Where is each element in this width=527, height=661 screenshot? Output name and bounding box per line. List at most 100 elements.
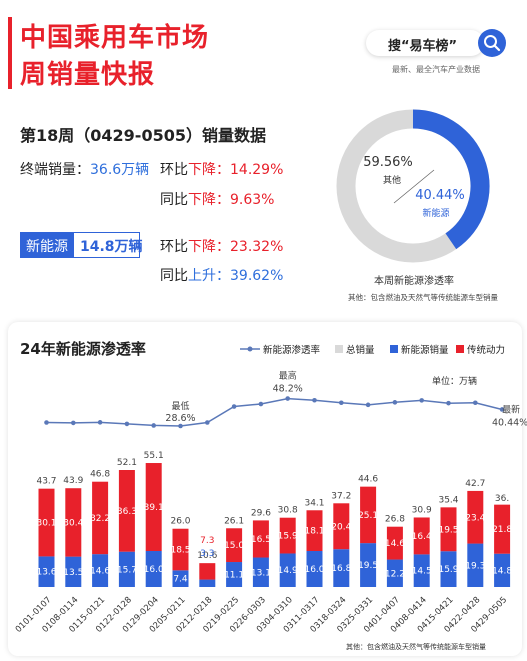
title-accent-bar bbox=[8, 17, 12, 89]
nev-yoy-value: 39.62% bbox=[230, 268, 284, 284]
bar-ice bbox=[226, 528, 243, 563]
bar-nev bbox=[413, 554, 430, 587]
rate-point bbox=[258, 401, 264, 407]
terminal-yoy-value: 9.63% bbox=[230, 192, 275, 208]
min-label: 最低 bbox=[171, 400, 189, 412]
rate-point bbox=[178, 423, 183, 429]
rate-point bbox=[285, 396, 291, 401]
bar-ice bbox=[279, 517, 296, 554]
rate-point bbox=[151, 423, 156, 428]
bar-ice bbox=[360, 486, 377, 544]
total-label: 52.1 bbox=[117, 458, 137, 468]
bar-nev bbox=[494, 553, 511, 587]
ice-label: 16.4 bbox=[412, 532, 432, 542]
bar-nev bbox=[386, 559, 403, 587]
nev-label: 13.5 bbox=[63, 568, 83, 578]
legend-ice-label: 传统动力 bbox=[467, 345, 506, 356]
bar-ice bbox=[386, 526, 403, 560]
total-label: 29.6 bbox=[251, 508, 271, 518]
legend-total-label: 总销量 bbox=[346, 345, 375, 356]
rate-point bbox=[205, 420, 210, 425]
donut-other-pct: 59.56% bbox=[363, 155, 413, 170]
nev-yoy-dir: 上升： bbox=[188, 268, 230, 284]
total-label: 35.4 bbox=[438, 495, 458, 505]
bar-nev bbox=[252, 557, 269, 587]
rate-point bbox=[97, 420, 103, 425]
total-label: 30.8 bbox=[278, 506, 298, 516]
nev-value: 14.8万辆 bbox=[80, 239, 143, 255]
total-label: 43.7 bbox=[36, 477, 56, 487]
donut-nev-pct: 40.44% bbox=[415, 188, 465, 203]
terminal-sales-value: 36.6万辆 bbox=[90, 162, 150, 178]
nev-label: 13.6 bbox=[36, 568, 56, 578]
legend-rate-label: 新能源渗透率 bbox=[263, 345, 321, 356]
legend-nev-swatch bbox=[390, 345, 398, 353]
nev-tag: 新能源 bbox=[20, 232, 74, 258]
nev-label: 19.5 bbox=[358, 561, 378, 571]
bar-nev bbox=[333, 549, 350, 587]
bar-ice bbox=[413, 517, 430, 555]
donut-divider bbox=[393, 169, 435, 204]
legend-nev: 新能源销量 bbox=[390, 342, 449, 356]
unit-label: 单位：万辆 bbox=[432, 377, 478, 387]
max-value: 48.2% bbox=[273, 384, 303, 395]
bar-ice bbox=[65, 488, 82, 557]
donut-nev-label: 新能源 bbox=[422, 207, 449, 219]
bar-ice bbox=[38, 488, 55, 557]
bar-ice bbox=[92, 481, 109, 555]
donut-other-label: 其他 bbox=[383, 174, 401, 186]
nev-label: 14.6 bbox=[90, 567, 110, 577]
bar-ice bbox=[306, 510, 323, 551]
rate-point bbox=[44, 420, 49, 425]
max-label: 最高 bbox=[279, 370, 297, 382]
rate-point bbox=[365, 402, 371, 408]
donut-caption: 本周新能源渗透率 bbox=[374, 276, 454, 287]
ice-label: 30.1 bbox=[36, 519, 56, 529]
page-title-line1: 中国乘用车市场 bbox=[20, 23, 210, 53]
tagline: 最新、最全汽车产业数据 bbox=[392, 65, 480, 74]
bar-nev bbox=[306, 551, 323, 587]
ice-label: 21.8 bbox=[492, 525, 512, 535]
rate-point bbox=[446, 400, 451, 406]
penetration-donut: 59.56% 其他 40.44% 新能源 bbox=[336, 109, 490, 263]
rate-point bbox=[473, 400, 478, 406]
ice-label: 18.1 bbox=[304, 527, 324, 537]
bar-ice bbox=[145, 463, 162, 551]
nev-mom: 环比下降：23.32% bbox=[160, 236, 283, 256]
week-title: 第18周（0429-0505）销量数据 bbox=[20, 126, 266, 145]
total-label: 30.9 bbox=[412, 505, 432, 515]
terminal-sales: 终端销量：36.6万辆 bbox=[20, 159, 149, 179]
rate-point bbox=[71, 420, 76, 426]
bar-nev bbox=[38, 556, 55, 587]
terminal-sales-label: 终端销量： bbox=[20, 162, 90, 178]
nev-label: 13.1 bbox=[251, 568, 271, 578]
terminal-mom: 环比下降：14.29% bbox=[160, 159, 283, 179]
chart-footnote: 其他：包含燃油及天然气等传统能源车型销量 bbox=[346, 643, 486, 651]
ice-label: 15.0 bbox=[224, 541, 244, 551]
rate-point bbox=[124, 421, 130, 427]
search-box[interactable]: 搜“易车榜” bbox=[366, 30, 484, 56]
min-value: 28.6% bbox=[165, 413, 195, 424]
ice-label: 39.1 bbox=[144, 503, 164, 513]
terminal-yoy: 同比下降：9.63% bbox=[160, 189, 274, 209]
search-button[interactable] bbox=[478, 29, 506, 57]
bar-nev bbox=[92, 554, 109, 587]
bar-nev bbox=[199, 579, 216, 587]
nev-label: 11.1 bbox=[224, 571, 244, 581]
bar-nev bbox=[279, 553, 296, 587]
bar-nev bbox=[440, 551, 457, 587]
page-title-line2: 周销量快报 bbox=[20, 60, 156, 90]
bar-ice bbox=[199, 563, 216, 580]
search-icon bbox=[484, 35, 501, 52]
legend-ice: 传统动力 bbox=[456, 342, 505, 356]
total-label: 42.7 bbox=[465, 479, 485, 489]
bar-ice bbox=[440, 507, 457, 552]
legend-total: 总销量 bbox=[335, 342, 375, 356]
nev-label: 16.0 bbox=[144, 565, 164, 575]
total-label: 46.8 bbox=[90, 470, 110, 480]
ice-label: 15.9 bbox=[278, 532, 298, 542]
bar-nev bbox=[65, 556, 82, 587]
nev-mom-label: 环比 bbox=[160, 239, 188, 255]
nev-label: 15.7 bbox=[117, 565, 137, 575]
nev-label: 14.5 bbox=[412, 567, 432, 577]
